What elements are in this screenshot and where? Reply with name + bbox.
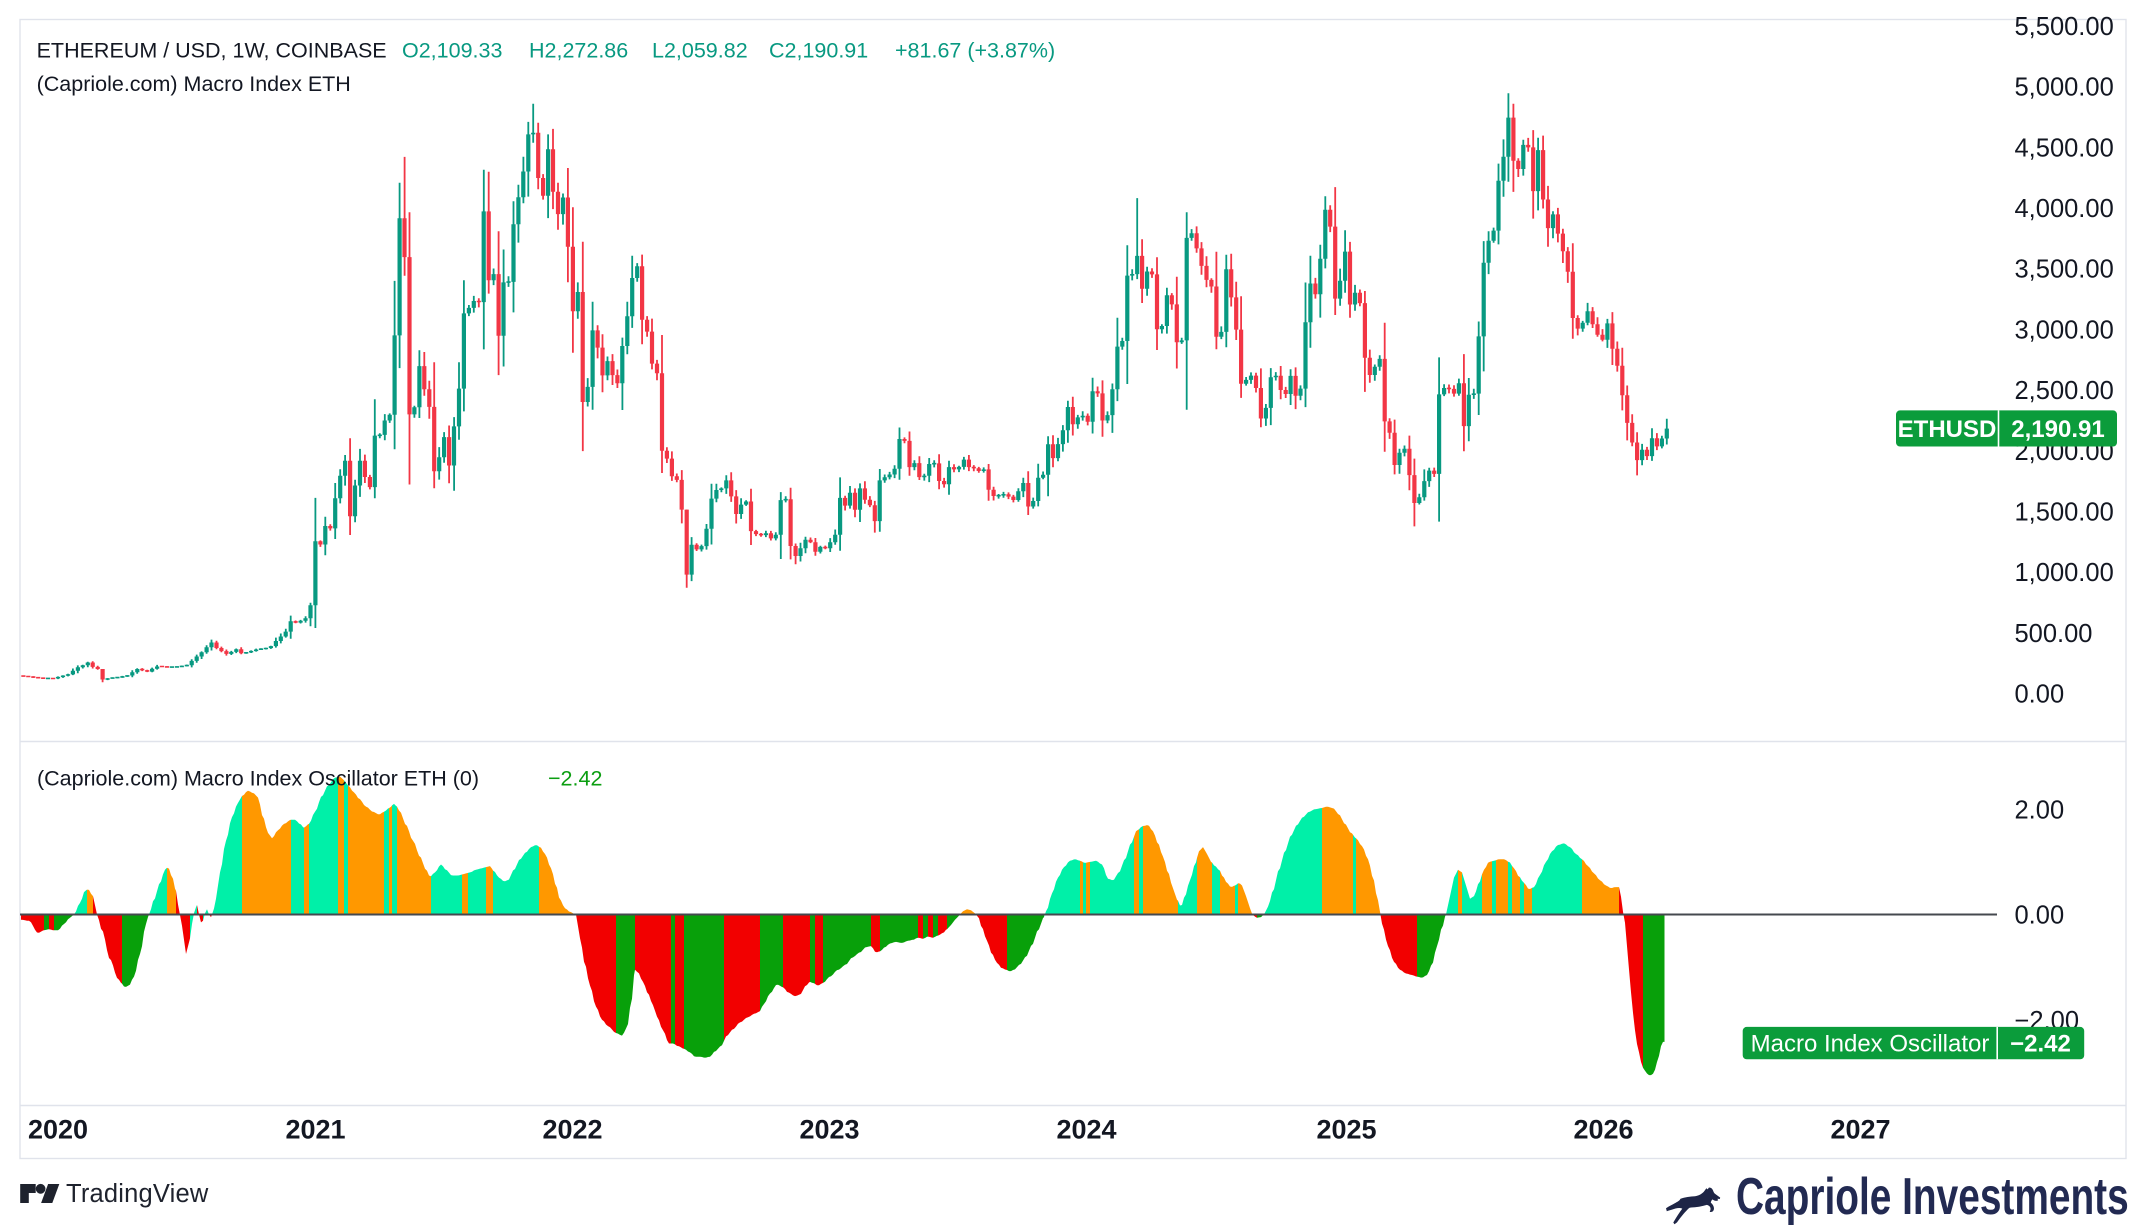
svg-text:2024: 2024 [1056,1115,1116,1145]
svg-text:O2,109.33: O2,109.33 [402,39,502,63]
svg-text:2.00: 2.00 [2015,796,2065,824]
svg-text:3,500.00: 3,500.00 [2015,256,2114,284]
svg-text:2,500.00: 2,500.00 [2015,377,2114,405]
svg-text:Capriole Investments: Capriole Investments [1736,1167,2129,1226]
svg-text:5,500.00: 5,500.00 [2015,13,2114,41]
svg-text:2025: 2025 [1316,1115,1376,1145]
svg-text:2027: 2027 [1830,1115,1890,1145]
svg-text:1,000.00: 1,000.00 [2015,559,2114,587]
svg-text:0.00: 0.00 [2015,681,2065,709]
svg-text:2026: 2026 [1573,1115,1633,1145]
svg-text:(Capriole.com) Macro Index Osc: (Capriole.com) Macro Index Oscillator ET… [37,767,479,791]
svg-text:ETHUSD: ETHUSD [1898,416,1997,443]
svg-text:3,000.00: 3,000.00 [2015,316,2114,344]
svg-text:4,000.00: 4,000.00 [2015,195,2114,223]
svg-text:−2.42: −2.42 [2010,1031,2071,1058]
svg-text:2020: 2020 [28,1115,88,1145]
svg-text:−2.42: −2.42 [548,767,602,791]
svg-text:C2,190.91: C2,190.91 [769,39,868,63]
svg-text:2021: 2021 [285,1115,345,1145]
svg-text:2,190.91: 2,190.91 [2011,416,2104,443]
svg-text:L2,059.82: L2,059.82 [652,39,748,63]
svg-text:0.00: 0.00 [2015,902,2065,930]
svg-text:(Capriole.com) Macro Index ETH: (Capriole.com) Macro Index ETH [37,72,351,96]
svg-text:2023: 2023 [799,1115,859,1145]
svg-text:Macro Index Oscillator: Macro Index Oscillator [1751,1031,1990,1058]
svg-text:5,000.00: 5,000.00 [2015,74,2114,102]
svg-text:TradingView: TradingView [66,1180,209,1208]
svg-text:500.00: 500.00 [2015,620,2093,648]
svg-text:2022: 2022 [542,1115,602,1145]
svg-text:ETHEREUM / USD, 1W, COINBASE: ETHEREUM / USD, 1W, COINBASE [37,39,387,63]
svg-text:1,500.00: 1,500.00 [2015,499,2114,527]
svg-text:H2,272.86: H2,272.86 [529,39,628,63]
svg-text:4,500.00: 4,500.00 [2015,134,2114,162]
svg-text:+81.67 (+3.87%): +81.67 (+3.87%) [895,39,1055,63]
